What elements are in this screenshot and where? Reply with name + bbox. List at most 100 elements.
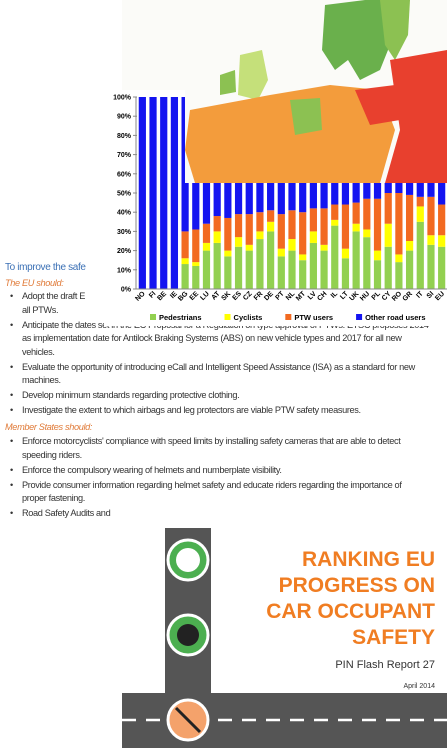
bar-segment xyxy=(416,196,424,207)
bar-segment xyxy=(384,193,392,224)
x-tick-label: LU xyxy=(199,290,211,302)
bar-segment xyxy=(299,260,307,289)
bar-segment xyxy=(384,246,392,289)
y-tick-label: 30% xyxy=(117,229,132,236)
bar-segment xyxy=(427,235,435,245)
x-tick-label: PL xyxy=(371,290,383,302)
list-line: speeding riders. xyxy=(22,449,82,460)
bar-segment xyxy=(438,235,446,247)
y-tick-label: 80% xyxy=(117,133,132,140)
legend-swatch xyxy=(356,314,363,320)
x-tick-label: EE xyxy=(189,290,201,302)
list-line: Road Safety Audits and xyxy=(10,508,111,518)
bar-segment xyxy=(192,265,200,289)
bar-segment xyxy=(299,212,307,255)
y-tick-label: 50% xyxy=(117,191,132,198)
map-region xyxy=(290,98,322,135)
bar-segment xyxy=(331,204,339,220)
legend-swatch xyxy=(285,314,292,320)
list-line: proper fastening. xyxy=(22,493,86,503)
legend-swatch xyxy=(224,314,231,320)
x-tick-label: SK xyxy=(220,290,232,302)
bar-segment xyxy=(213,242,221,289)
bar-segment xyxy=(277,214,285,249)
bar-segment xyxy=(245,214,253,245)
list-line: Investigate the extent to which airbags … xyxy=(10,405,361,415)
x-tick-label: SI xyxy=(426,290,436,300)
bar-segment xyxy=(363,198,371,230)
bar-segment xyxy=(202,223,211,243)
bar-segment xyxy=(138,97,146,289)
bar-segment xyxy=(384,223,392,247)
list-line: all PTWs. xyxy=(22,304,59,315)
bar-segment xyxy=(416,221,424,289)
map-region xyxy=(220,70,236,95)
list-line: Enforce motorcyclists' compliance with s… xyxy=(10,436,401,446)
bar-segment xyxy=(224,250,232,257)
bar-segment xyxy=(234,214,243,238)
x-tick-label: EU xyxy=(434,290,446,302)
x-tick-label: FR xyxy=(253,290,265,302)
y-tick-label: 60% xyxy=(117,171,132,178)
bar-segment xyxy=(202,242,211,251)
bar-segment xyxy=(438,246,446,289)
bar-segment xyxy=(438,204,446,236)
icon-alcohol xyxy=(174,706,202,734)
bar-segment xyxy=(288,250,296,289)
icon-speed xyxy=(177,624,199,646)
legend-label: Pedestrians xyxy=(159,313,202,322)
bar-segment xyxy=(395,254,403,263)
bar-segment xyxy=(288,210,296,240)
bar-segment xyxy=(277,256,285,289)
y-tick-label: 40% xyxy=(117,210,132,217)
bar-segment xyxy=(320,208,328,245)
bar-segment xyxy=(245,250,253,289)
bar-segment xyxy=(202,250,211,289)
report-title: RANKING EU xyxy=(301,548,435,571)
bar-segment xyxy=(341,258,350,289)
bar-segment xyxy=(427,244,435,289)
bar-segment xyxy=(170,97,179,289)
x-tick-label: PT xyxy=(274,290,286,302)
bar-segment xyxy=(373,250,382,261)
x-tick-label: LT xyxy=(339,290,350,301)
report-title: CAR OCCUPANT xyxy=(266,600,435,623)
bar-segment xyxy=(160,97,168,289)
bar-segment xyxy=(309,242,317,289)
x-tick-label: AT xyxy=(210,290,222,302)
section-label: The EU should: xyxy=(5,278,64,288)
bar-segment xyxy=(267,221,275,232)
bar-segment xyxy=(224,217,232,251)
list-line: Enforce the compulsory wearing of helmet… xyxy=(10,465,282,475)
y-tick-label: 20% xyxy=(117,248,132,255)
bar-segment xyxy=(149,97,157,289)
x-tick-label: IE xyxy=(169,290,179,300)
bar-segment xyxy=(267,210,275,222)
bar-segment xyxy=(320,244,328,251)
list-line: Develop minimum standards regarding prot… xyxy=(10,390,240,400)
bar-segment xyxy=(267,231,275,289)
bar-segment xyxy=(341,248,350,259)
bar-segment xyxy=(224,256,232,289)
report-title: SAFETY xyxy=(352,626,435,649)
bar-segment xyxy=(373,198,382,251)
report-date: April 2014 xyxy=(403,683,435,690)
y-tick-label: 10% xyxy=(117,267,132,274)
bar-segment xyxy=(192,262,200,266)
bar-segment xyxy=(192,229,200,263)
list-line: machines. xyxy=(22,375,61,385)
map-region xyxy=(322,0,395,80)
map-region xyxy=(385,50,447,183)
map-region xyxy=(355,85,400,125)
bar-segment xyxy=(405,241,414,251)
y-tick-label: 90% xyxy=(117,114,132,121)
road-art xyxy=(122,528,447,748)
bar-segment xyxy=(320,250,328,289)
bar-segment xyxy=(234,246,243,289)
list-line: Provide consumer information regarding h… xyxy=(10,480,402,490)
x-tick-label: IL xyxy=(330,290,340,300)
bar-segment xyxy=(363,229,371,238)
list-line: Adopt the draft E xyxy=(10,291,85,301)
bar-segment xyxy=(288,239,296,251)
